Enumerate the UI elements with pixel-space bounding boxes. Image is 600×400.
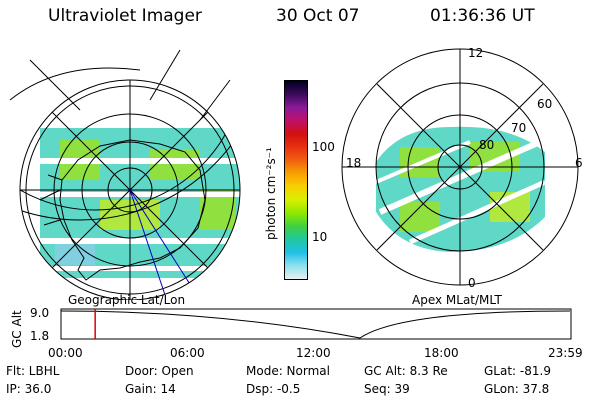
info-mode: Mode: Normal bbox=[246, 364, 330, 378]
time-label: 01:36:36 UT bbox=[430, 6, 535, 26]
mlt-label-12: 12 bbox=[468, 46, 484, 60]
timeline-xtick-1: 06:00 bbox=[170, 346, 205, 360]
lat-label-70: 70 bbox=[511, 121, 527, 135]
info-glat: GLat: -81.9 bbox=[484, 364, 551, 378]
info-glon: GLon: 37.8 bbox=[484, 382, 550, 396]
coastline bbox=[59, 139, 206, 281]
info-ip: IP: 36.0 bbox=[6, 382, 52, 396]
altitude-timeline bbox=[60, 308, 572, 340]
geographic-map bbox=[9, 49, 241, 300]
lat-label-60: 60 bbox=[537, 97, 553, 111]
timeline-ytick-top: 9.0 bbox=[30, 306, 50, 320]
date-label: 30 Oct 07 bbox=[276, 6, 360, 26]
mlt-label-18: 18 bbox=[346, 156, 362, 170]
colorbar-label: photon cm⁻²s⁻¹ bbox=[264, 147, 278, 240]
lat-label-80: 80 bbox=[479, 138, 495, 152]
timeline-xtick-4: 23:59 bbox=[548, 346, 583, 360]
timeline-xtick-3: 18:00 bbox=[424, 346, 459, 360]
colorbar bbox=[284, 80, 308, 280]
geographic-caption: Geographic Lat/Lon bbox=[68, 293, 186, 307]
colorbar-tick-10: 10 bbox=[312, 230, 328, 244]
info-seq: Seq: 39 bbox=[364, 382, 410, 396]
apex-map bbox=[341, 48, 579, 286]
info-door: Door: Open bbox=[125, 364, 194, 378]
app-title: Ultraviolet Imager bbox=[48, 6, 202, 26]
info-flt: Flt: LBHL bbox=[6, 364, 60, 378]
info-gain: Gain: 14 bbox=[125, 382, 176, 396]
timeline-xtick-0: 00:00 bbox=[48, 346, 83, 360]
timeline-ylabel: GC Alt bbox=[10, 310, 24, 348]
timeline-ytick-bottom: 1.8 bbox=[30, 329, 50, 343]
colorbar-tick-100: 100 bbox=[312, 140, 335, 154]
uv-emission-region bbox=[40, 128, 240, 278]
apex-caption: Apex MLat/MLT bbox=[412, 293, 502, 307]
info-gcalt: GC Alt: 8.3 Re bbox=[364, 364, 448, 378]
mlt-label-0: 0 bbox=[468, 276, 476, 290]
timeline-xtick-2: 12:00 bbox=[296, 346, 331, 360]
info-dsp: Dsp: -0.5 bbox=[246, 382, 301, 396]
mlt-label-6: 6 bbox=[575, 156, 583, 170]
